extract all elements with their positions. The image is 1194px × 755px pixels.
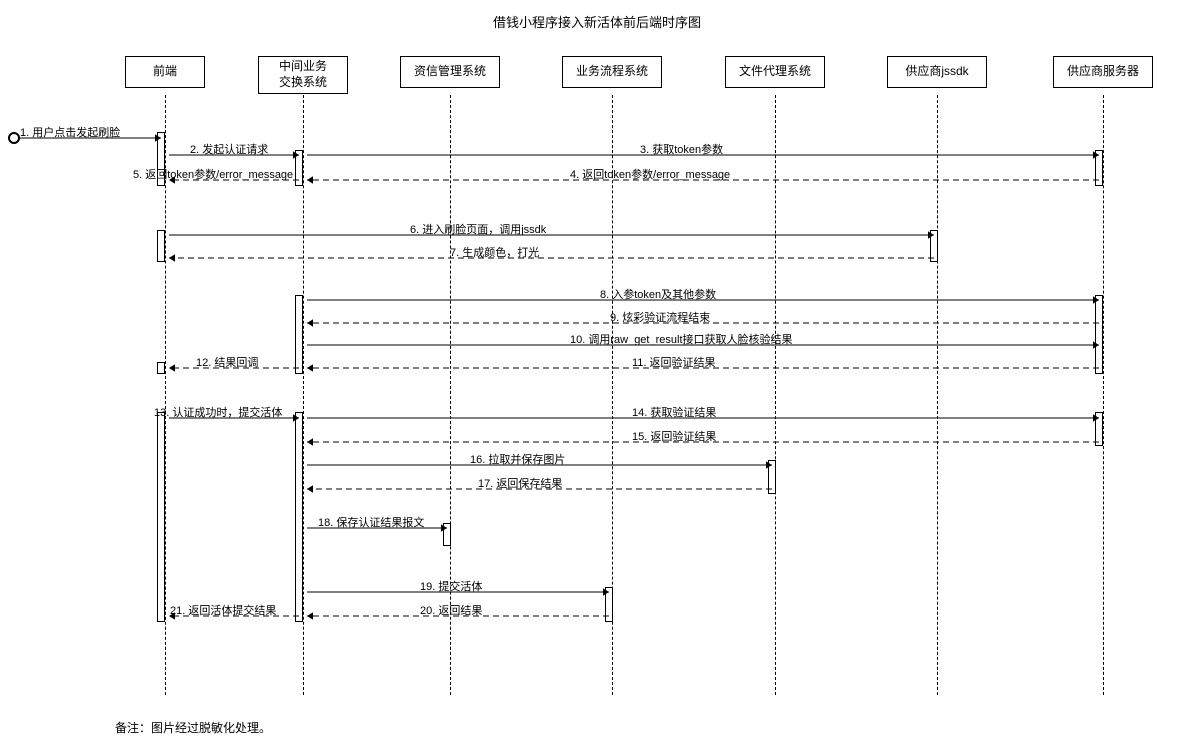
msg-19-label: 19. 提交活体 [420, 578, 482, 594]
msg-4-label: 4. 返回token参数/error_message [570, 166, 730, 182]
diagram-title: 借钱小程序接入新活体前后端时序图 [0, 0, 1194, 31]
msg-11-label: 11. 返回验证结果 [632, 354, 716, 370]
msg-10-label: 10. 调用raw_get_result接口获取人脸核验结果 [570, 331, 793, 347]
msg-8-label: 8. 入参token及其他参数 [600, 286, 716, 302]
msg-18-label: 18. 保存认证结果报文 [318, 514, 424, 530]
msg-7-label: 7. 生成颜色，打光 [450, 244, 539, 260]
sequence-diagram: 前端中间业务 交换系统资信管理系统业务流程系统文件代理系统供应商jssdk供应商… [0, 40, 1194, 720]
arrows-layer [0, 40, 1194, 740]
msg-15-label: 15. 返回验证结果 [632, 428, 716, 444]
msg-17-label: 17. 返回保存结果 [478, 475, 562, 491]
footnote: 备注：图片经过脱敏化处理。 [115, 719, 271, 736]
msg-21-label: 21. 返回活体提交结果 [170, 602, 276, 618]
msg-6-label: 6. 进入刷脸页面，调用jssdk [410, 221, 546, 237]
msg-16-label: 16. 拉取并保存图片 [470, 451, 565, 467]
msg-20-label: 20. 返回结果 [420, 602, 482, 618]
msg-14-label: 14. 获取验证结果 [632, 404, 716, 420]
msg-9-label: 9. 炫彩验证流程结束 [610, 309, 710, 325]
msg-13-label: 13. 认证成功时，提交活体 [154, 404, 282, 420]
msg-12-label: 12. 结果回调 [196, 354, 258, 370]
msg-2-label: 2. 发起认证请求 [190, 141, 268, 157]
msg-1-label: 1. 用户点击发起刷脸 [20, 124, 120, 140]
msg-3-label: 3. 获取token参数 [640, 141, 723, 157]
msg-5-label: 5. 返回token参数/error_message [133, 166, 293, 182]
